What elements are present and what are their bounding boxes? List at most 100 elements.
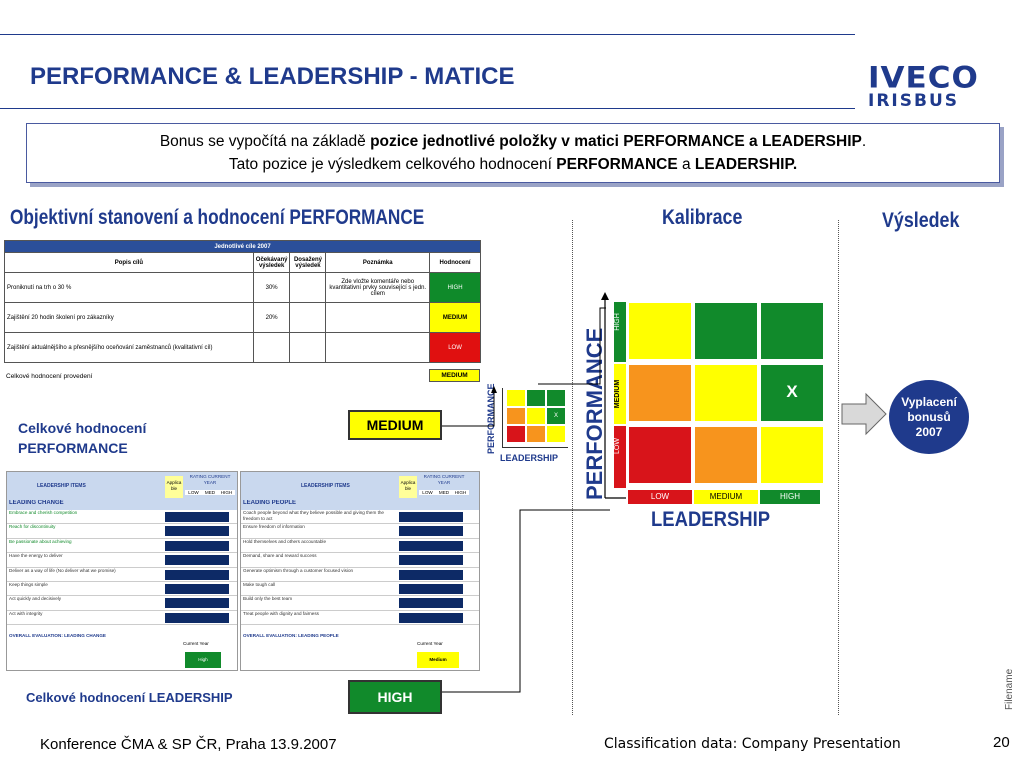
matrix-cell-high-low <box>628 302 692 360</box>
info-bold: PERFORMANCE <box>556 156 678 173</box>
item-ratings <box>399 555 463 566</box>
item-text: Make tough call <box>243 581 276 587</box>
arrow-icon <box>841 392 887 436</box>
logo-line-2: IRISBUS <box>868 91 959 111</box>
list-item: Coach people beyond what they believe po… <box>241 510 479 525</box>
performance-overall-box: MEDIUM <box>348 410 442 440</box>
small-matrix-x-label: LEADERSHIP <box>500 453 559 463</box>
item-text: Treat people with dignity and fairness <box>243 610 319 616</box>
small-cell <box>527 408 545 424</box>
matrix-cell-low-medium <box>694 426 758 484</box>
goal-expected <box>252 332 291 363</box>
item-text: Embrace and cherish competition <box>9 510 78 515</box>
y-level-medium: MEDIUM <box>614 364 626 424</box>
y-level-high: HIGH <box>614 302 626 362</box>
table-row: Zajištění aktuálnějšího a přesnějšího oc… <box>4 332 481 363</box>
list-item: Keep things simple <box>7 582 237 597</box>
form-rating-title: RATING CURRENT YEAR <box>423 474 465 485</box>
form-level: MED <box>202 490 218 495</box>
leadership-overall-box: HIGH <box>348 680 442 714</box>
item-text: Demand, share and reward success <box>243 553 317 559</box>
leadership-form-change: LEADERSHIP ITEMS Applica ble RATING CURR… <box>6 471 238 671</box>
form-overall: OVERALL EVALUATION: LEADING CHANGE <box>9 633 106 639</box>
list-item: Make tough call <box>241 581 479 597</box>
calibration-connector <box>538 307 606 385</box>
small-cell <box>507 426 525 442</box>
item-text: Build only the best team <box>243 596 293 602</box>
list-item: Build only the best team <box>241 596 479 611</box>
title-rule <box>0 108 855 109</box>
form-level: LOW <box>185 490 202 495</box>
list-item: Treat people with dignity and fairness <box>241 610 479 626</box>
form-rating-title: RATING CURRENT YEAR <box>189 474 231 485</box>
info-line-1: Bonus se vypočítá na základě pozice jedn… <box>27 130 999 153</box>
item-text: Be passionate about achieving <box>9 538 72 544</box>
item-ratings <box>165 598 229 609</box>
goal-desc: Zajištění aktuálnějšího a přesnějšího oc… <box>4 332 254 363</box>
info-text: Bonus se vypočítá na základě <box>159 133 371 150</box>
goal-rating: LOW <box>429 332 481 363</box>
performance-overall-label: Celkové hodnocení PERFORMANCE <box>18 420 147 456</box>
form-applicable: Applica ble <box>165 476 183 498</box>
info-text: Tato pozice je výsledkem celkového hodno… <box>228 156 557 173</box>
x-level-high: HIGH <box>760 490 820 504</box>
page-number: 20 <box>993 734 1010 751</box>
list-item: Be passionate about achieving <box>7 538 237 554</box>
goal-note <box>325 332 431 363</box>
form-header: LEADERSHIP ITEMS Applica ble RATING CURR… <box>241 472 479 500</box>
item-ratings <box>165 612 229 623</box>
footer-center: Classification data: Company Presentatio… <box>604 736 901 752</box>
list-item: Generate optimism through a customer foc… <box>241 568 479 582</box>
form-level: HIGH <box>452 490 469 495</box>
form-header-title: LEADERSHIP ITEMS <box>37 483 86 489</box>
item-ratings <box>399 598 463 609</box>
item-text: Have the energy to deliver <box>9 553 63 559</box>
overall-performance-rating: MEDIUM <box>429 369 480 382</box>
goal-rating: HIGH <box>429 272 481 303</box>
form-section: LEADING CHANGE <box>7 500 237 510</box>
info-line-2: Tato pozice je výsledkem celkového hodno… <box>27 153 999 176</box>
calibration-heading: Kalibrace <box>662 206 743 229</box>
item-ratings <box>165 555 229 566</box>
info-box: Bonus se vypočítá na základě pozice jedn… <box>26 123 1000 183</box>
small-cell <box>507 390 525 406</box>
small-cell <box>547 426 565 442</box>
goals-table: Jednotlivé cíle 2007 Popis cílů Očekávan… <box>4 240 481 363</box>
list-item: Demand, share and reward success <box>241 553 479 568</box>
result-bonus-circle: Vyplacení bonusů 2007 <box>889 380 969 454</box>
matrix-cell-low-low <box>628 426 692 484</box>
matrix-cell-high-medium <box>694 302 758 360</box>
result-heading: Výsledek <box>882 209 960 232</box>
small-matrix: X <box>502 388 568 448</box>
form-result: High <box>185 652 221 668</box>
matrix-cell-medium-low <box>628 364 692 422</box>
item-text: Generate optimism through a customer foc… <box>243 567 354 573</box>
item-ratings <box>165 512 229 522</box>
col-rating: Hodnocení <box>429 252 481 273</box>
info-bold: pozice jednotlivé položky v matici PERFO… <box>370 133 862 150</box>
side-label-wrap: Filename <box>1004 660 1016 710</box>
item-ratings <box>165 583 229 594</box>
matrix-cell-mark: X <box>760 364 824 422</box>
list-item: Act with integrity <box>7 611 237 626</box>
item-text: Deliver as a way of life (No deliver wha… <box>9 567 116 573</box>
x-level-low: LOW <box>628 490 692 504</box>
form-header-title: LEADERSHIP ITEMS <box>301 483 350 489</box>
objective-heading: Objektivní stanovení a hodnocení PERFORM… <box>10 206 425 229</box>
footer-left: Konference ČMA & SP ČR, Praha 13.9.2007 <box>40 736 337 753</box>
item-ratings <box>399 612 463 623</box>
form-level: MED <box>436 490 452 495</box>
item-ratings <box>399 512 463 522</box>
arrow-shape <box>841 392 887 436</box>
item-ratings <box>165 540 229 551</box>
list-item: Act quickly and decisively <box>7 596 237 611</box>
item-text: Coach people beyond what they believe po… <box>243 510 384 521</box>
side-label: Filename <box>1004 668 1015 710</box>
form-level: HIGH <box>218 490 235 495</box>
item-ratings <box>399 569 463 580</box>
list-item: Deliver as a way of life (No deliver wha… <box>7 568 237 582</box>
perf-connector-arrow <box>491 386 497 393</box>
connector-lines <box>442 307 610 693</box>
matrix-x-label: LEADERSHIP <box>651 508 771 531</box>
list-item: Have the energy to deliver <box>7 553 237 568</box>
